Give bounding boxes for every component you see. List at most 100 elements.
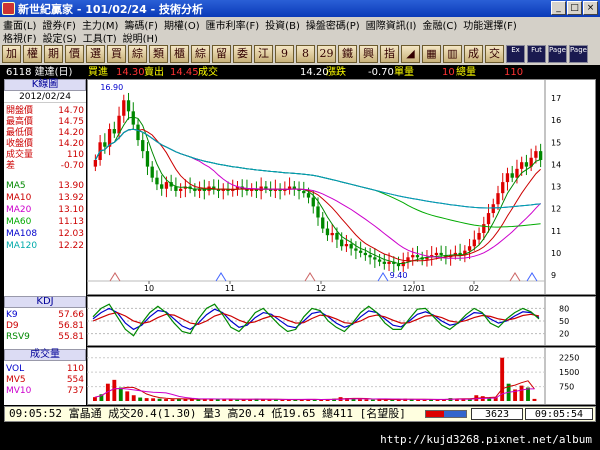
candle-body <box>273 188 278 191</box>
minimize-button[interactable]: _ <box>551 1 566 15</box>
toolbar-button-0[interactable]: 加 <box>2 45 21 63</box>
candle-body <box>453 252 458 256</box>
toolbar-button-22[interactable]: 成 <box>464 45 483 63</box>
signal-marker <box>377 272 389 282</box>
menu-item-secondary-0[interactable]: 格視(F) <box>3 34 37 45</box>
toolbar-button-27[interactable]: Page <box>569 45 588 63</box>
ma-label: MA20 <box>6 205 32 215</box>
price-chart[interactable]: 17 16 15 14 13 12 11 10 9 10 11 12 12/01 02 16.90 9.40 <box>87 79 596 295</box>
toolbar-button-14[interactable]: 8 <box>296 45 315 63</box>
ma-label: MA5 <box>6 181 26 191</box>
menu-item-secondary-2[interactable]: 工具(T) <box>82 34 117 45</box>
ma5-line <box>94 116 541 264</box>
k9-line <box>92 307 540 331</box>
toolbar-button-12[interactable]: 江 <box>254 45 273 63</box>
low-annotation: 9.40 <box>390 271 408 280</box>
candle-body <box>467 246 472 251</box>
volume-chart[interactable]: 2250 1500 750 <box>87 347 596 405</box>
menu-item-2[interactable]: 主力(M) <box>81 21 119 32</box>
vol-label: MV10 <box>6 386 32 396</box>
toolbar-button-15[interactable]: 29 <box>317 45 336 63</box>
volume-bar <box>325 399 330 401</box>
toolbar-button-19[interactable]: ◢ <box>401 45 420 63</box>
toolbar-button-24[interactable]: Ex <box>506 45 525 63</box>
toolbar-button-5[interactable]: 買 <box>107 45 126 63</box>
toolbar-button-9[interactable]: 綜 <box>191 45 210 63</box>
toolbar-button-26[interactable]: Page <box>548 45 567 63</box>
y-tick-label: 10 <box>551 249 561 258</box>
kdj-header[interactable]: KDJ <box>4 296 86 308</box>
volume-header[interactable]: 成交量 <box>4 349 86 361</box>
candle-body <box>103 142 107 147</box>
toolbar-button-2[interactable]: 期 <box>44 45 63 63</box>
volume-y-label: 2250 <box>559 354 579 363</box>
toolbar-button-13[interactable]: 9 <box>275 45 294 63</box>
toolbar-button-25[interactable]: Fut <box>527 45 546 63</box>
candle-body <box>534 151 538 158</box>
candle-body <box>368 255 372 258</box>
menu-item-3[interactable]: 籌碼(F) <box>124 21 158 32</box>
toolbar-button-3[interactable]: 價 <box>65 45 84 63</box>
menu-item-8[interactable]: 國際資訊(I) <box>365 21 417 32</box>
toolbar-button-18[interactable]: 指 <box>380 45 399 63</box>
toolbar-button-23[interactable]: 交 <box>485 45 504 63</box>
ma-label: MA10 <box>6 193 32 203</box>
menu-item-secondary-3[interactable]: 說明(H) <box>122 34 158 45</box>
volume-bar <box>196 399 201 401</box>
ma-value: 12.22 <box>58 241 84 251</box>
toolbar-button-1[interactable]: 權 <box>23 45 42 63</box>
info-row: 最高價 14.75 <box>6 117 84 128</box>
toolbar-button-20[interactable]: ▦ <box>422 45 441 63</box>
menu-item-5[interactable]: 匯市利率(F) <box>205 21 260 32</box>
candle-body <box>141 140 145 152</box>
ma-row: MA60 11.13 <box>6 217 84 228</box>
toolbar-button-7[interactable]: 類 <box>149 45 168 63</box>
volume-bar <box>454 398 459 401</box>
toolbar-button-17[interactable]: 興 <box>359 45 378 63</box>
toolbar-button-8[interactable]: 櫃 <box>170 45 189 63</box>
ma-value: 12.03 <box>58 229 84 239</box>
toolbar-button-6[interactable]: 綜 <box>128 45 147 63</box>
volume-bar <box>235 399 240 401</box>
kdj-label: RSV9 <box>6 332 30 342</box>
candle-body <box>472 239 476 247</box>
toolbar-button-11[interactable]: 委 <box>233 45 252 63</box>
volume-bar <box>105 383 110 401</box>
quote-bar: 6118 建達(日) 買進 14.30 賣出 14.45 成交 14.20 漲跌… <box>4 66 596 79</box>
close-button[interactable]: × <box>583 1 598 15</box>
toolbar-button-21[interactable]: ▥ <box>443 45 462 63</box>
toolbar-button-16[interactable]: 鐵 <box>338 45 357 63</box>
info-label: 最高價 <box>6 117 34 127</box>
candle-body <box>425 257 429 260</box>
candle-body <box>463 250 467 256</box>
candle-body <box>268 188 273 191</box>
candle-body <box>302 190 306 194</box>
toolbar-button-10[interactable]: 留 <box>212 45 231 63</box>
kdj-chart[interactable]: 80 50 20 <box>87 296 596 346</box>
mv10-line <box>94 387 535 400</box>
maximize-button[interactable]: □ <box>567 1 582 15</box>
y-tick-label: 14 <box>551 160 561 169</box>
buy-sell-gauge <box>425 410 467 418</box>
buy-value: 14.30 <box>116 67 145 78</box>
menu-item-secondary-1[interactable]: 設定(S) <box>42 34 77 45</box>
candle-body <box>349 244 353 249</box>
candle-body <box>505 173 510 183</box>
watermark-url: http://kujd3268.pixnet.net/album <box>380 433 592 446</box>
candle-body <box>458 252 462 256</box>
candle-body <box>122 100 126 116</box>
toolbar-button-4[interactable]: 選 <box>86 45 105 63</box>
menu-item-10[interactable]: 功能選擇(F) <box>463 21 517 32</box>
candle-body <box>93 159 98 167</box>
candle-body <box>529 157 533 167</box>
x-tick-label: 12 <box>316 284 326 293</box>
menu-item-1[interactable]: 證券(F) <box>42 21 76 32</box>
kline-header[interactable]: K線圖 <box>4 79 86 91</box>
menu-item-6[interactable]: 投資(B) <box>265 21 300 32</box>
menu-item-4[interactable]: 期權(O) <box>163 21 200 32</box>
menu-item-7[interactable]: 操盤密碼(P) <box>305 21 360 32</box>
menu-item-0[interactable]: 畫面(L) <box>3 21 37 32</box>
volume-bar <box>164 399 168 401</box>
x-tick-label: 11 <box>225 284 235 293</box>
menu-item-9[interactable]: 金融(C) <box>422 21 458 32</box>
